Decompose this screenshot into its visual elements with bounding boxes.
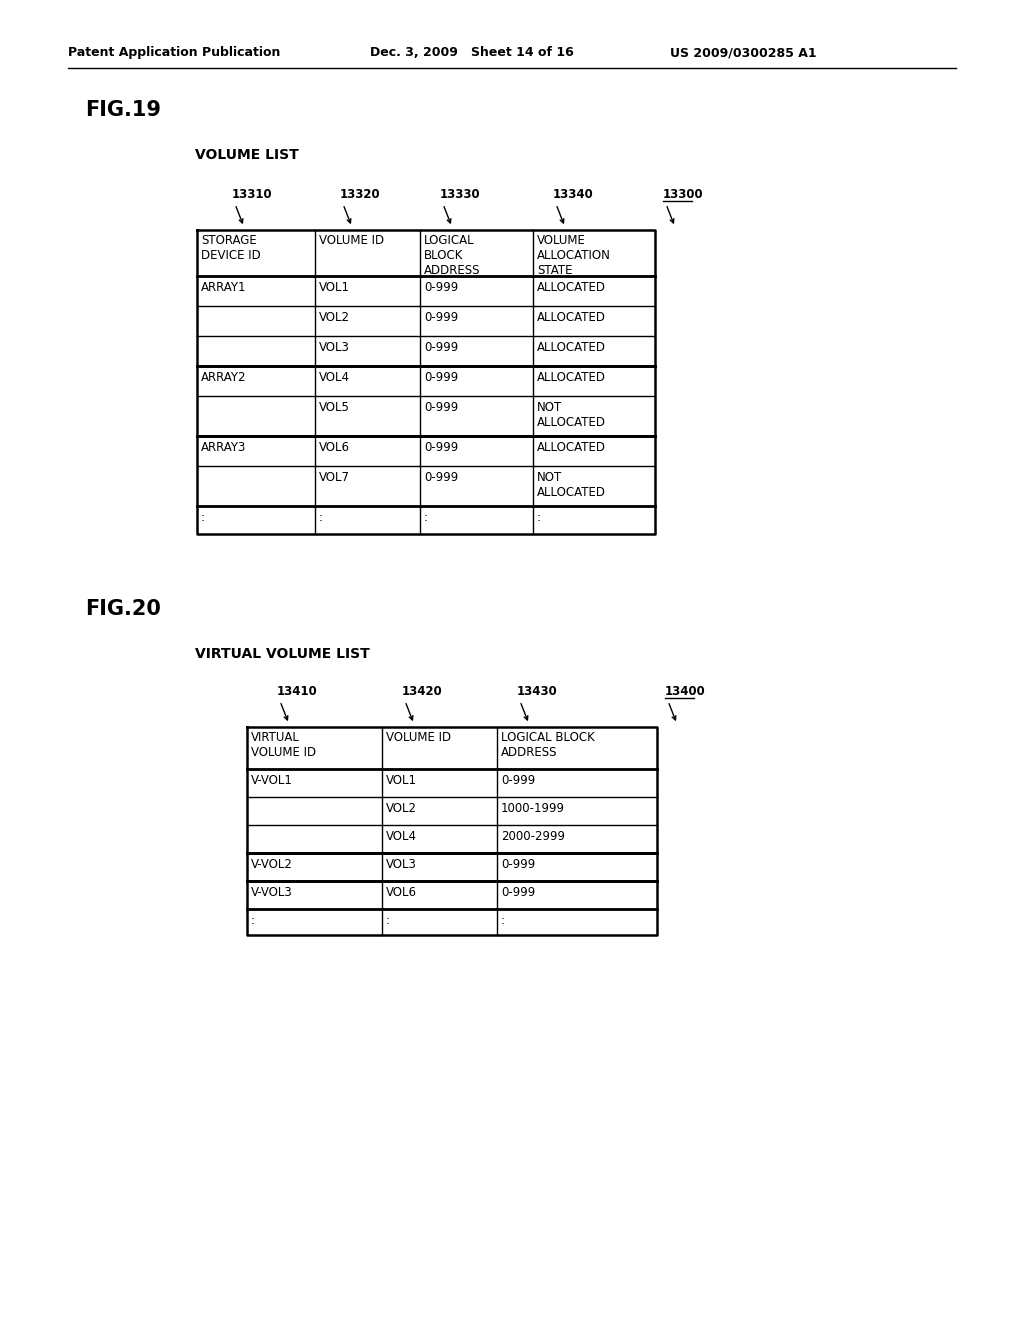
Text: 0-999: 0-999 — [501, 886, 536, 899]
Text: VOLUME ID: VOLUME ID — [386, 731, 452, 744]
Text: :: : — [201, 511, 205, 524]
Text: 13330: 13330 — [440, 187, 480, 201]
Text: VOL1: VOL1 — [386, 774, 417, 787]
Text: VOL6: VOL6 — [386, 886, 417, 899]
Text: ALLOCATED: ALLOCATED — [537, 341, 606, 354]
Text: ALLOCATED: ALLOCATED — [537, 371, 606, 384]
Text: 0-999: 0-999 — [424, 281, 459, 294]
Text: V-VOL2: V-VOL2 — [251, 858, 293, 871]
Text: 0-999: 0-999 — [424, 441, 459, 454]
Text: VOL3: VOL3 — [319, 341, 350, 354]
Text: 13340: 13340 — [553, 187, 594, 201]
Text: 1000-1999: 1000-1999 — [501, 803, 565, 814]
Text: :: : — [319, 511, 323, 524]
Text: Patent Application Publication: Patent Application Publication — [68, 46, 281, 59]
Text: 13420: 13420 — [402, 685, 442, 698]
Text: 13410: 13410 — [278, 685, 317, 698]
Text: STORAGE
DEVICE ID: STORAGE DEVICE ID — [201, 234, 261, 261]
Text: :: : — [501, 913, 505, 927]
Text: NOT
ALLOCATED: NOT ALLOCATED — [537, 401, 606, 429]
Text: VOL2: VOL2 — [319, 312, 350, 323]
Text: ALLOCATED: ALLOCATED — [537, 312, 606, 323]
Text: VOL2: VOL2 — [386, 803, 417, 814]
Text: LOGICAL BLOCK
ADDRESS: LOGICAL BLOCK ADDRESS — [501, 731, 595, 759]
Text: ALLOCATED: ALLOCATED — [537, 281, 606, 294]
Text: :: : — [251, 913, 255, 927]
Text: ALLOCATED: ALLOCATED — [537, 441, 606, 454]
Text: V-VOL1: V-VOL1 — [251, 774, 293, 787]
Text: ARRAY1: ARRAY1 — [201, 281, 247, 294]
Text: 13400: 13400 — [665, 685, 706, 698]
Text: ARRAY3: ARRAY3 — [201, 441, 247, 454]
Text: VOL4: VOL4 — [386, 830, 417, 843]
Text: 13320: 13320 — [340, 187, 381, 201]
Text: Dec. 3, 2009   Sheet 14 of 16: Dec. 3, 2009 Sheet 14 of 16 — [370, 46, 573, 59]
Text: VOL7: VOL7 — [319, 471, 350, 484]
Text: FIG.20: FIG.20 — [85, 599, 161, 619]
Text: 0-999: 0-999 — [424, 312, 459, 323]
Text: 2000-2999: 2000-2999 — [501, 830, 565, 843]
Text: VIRTUAL VOLUME LIST: VIRTUAL VOLUME LIST — [195, 647, 370, 661]
Text: VOL3: VOL3 — [386, 858, 417, 871]
Text: 0-999: 0-999 — [501, 858, 536, 871]
Text: VOL6: VOL6 — [319, 441, 350, 454]
Text: VOLUME LIST: VOLUME LIST — [195, 148, 299, 162]
Text: 13310: 13310 — [232, 187, 272, 201]
Text: VOLUME
ALLOCATION
STATE: VOLUME ALLOCATION STATE — [537, 234, 611, 277]
Text: NOT
ALLOCATED: NOT ALLOCATED — [537, 471, 606, 499]
Text: 13300: 13300 — [663, 187, 703, 201]
Text: 0-999: 0-999 — [424, 341, 459, 354]
Text: ARRAY2: ARRAY2 — [201, 371, 247, 384]
Text: LOGICAL
BLOCK
ADDRESS: LOGICAL BLOCK ADDRESS — [424, 234, 480, 277]
Text: VOL5: VOL5 — [319, 401, 350, 414]
Text: VIRTUAL
VOLUME ID: VIRTUAL VOLUME ID — [251, 731, 316, 759]
Text: FIG.19: FIG.19 — [85, 100, 161, 120]
Text: US 2009/0300285 A1: US 2009/0300285 A1 — [670, 46, 816, 59]
Text: V-VOL3: V-VOL3 — [251, 886, 293, 899]
Text: :: : — [424, 511, 428, 524]
Text: 0-999: 0-999 — [424, 371, 459, 384]
Text: VOL1: VOL1 — [319, 281, 350, 294]
Text: VOLUME ID: VOLUME ID — [319, 234, 384, 247]
Text: :: : — [537, 511, 541, 524]
Text: 13430: 13430 — [517, 685, 558, 698]
Text: 0-999: 0-999 — [501, 774, 536, 787]
Text: 0-999: 0-999 — [424, 471, 459, 484]
Text: VOL4: VOL4 — [319, 371, 350, 384]
Text: 0-999: 0-999 — [424, 401, 459, 414]
Text: :: : — [386, 913, 390, 927]
